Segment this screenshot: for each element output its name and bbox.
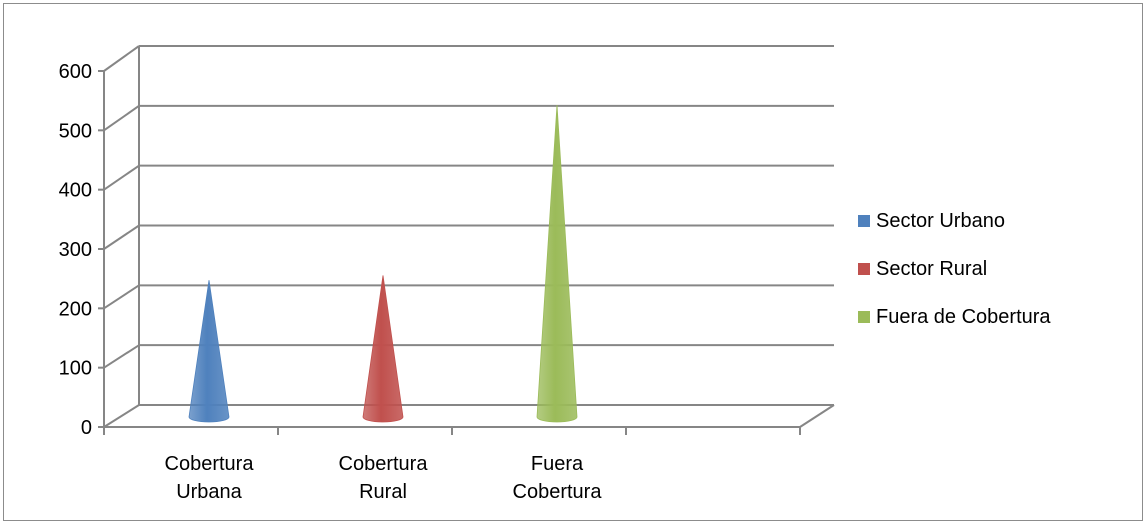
y-tick-label: 200: [59, 298, 92, 320]
legend: Sector Urbano Sector Rural Fuera de Cobert…: [858, 210, 1051, 328]
x-category-label: Cobertura: [513, 481, 603, 503]
gridline-side: [103, 164, 140, 191]
gridline-side: [103, 284, 140, 310]
legend-swatch: [858, 263, 870, 275]
y-tick-label: 100: [59, 358, 92, 380]
legend-label: Fuera de Cobertura: [876, 306, 1051, 328]
y-tick-label: 400: [59, 180, 92, 202]
legend-label: Sector Urbano: [876, 210, 1005, 232]
cone-fuera-de-cobertura: [536, 104, 578, 423]
cone-sector-urbano: [188, 280, 230, 423]
legend-label: Sector Rural: [876, 258, 987, 280]
y-axis-ticks: 0 100 200 300 400 500 600: [59, 61, 104, 439]
legend-swatch: [858, 215, 870, 227]
gridline-side: [103, 105, 140, 132]
x-category-label: Fuera: [531, 453, 584, 475]
x-axis: Cobertura Urbana Cobertura Rural Fuera Cobert…: [103, 404, 835, 503]
x-category-label: Urbana: [176, 481, 242, 503]
y-tick-label: 500: [59, 120, 92, 142]
gridline-side: [103, 404, 140, 428]
gridline-side: [103, 45, 140, 72]
x-category-label: Rural: [359, 481, 407, 503]
y-tick-label: 600: [59, 61, 92, 83]
cone-marks: [188, 104, 578, 423]
chart-frame: [3, 3, 1143, 521]
cone-sector-rural: [362, 275, 404, 423]
gridlines: [103, 45, 834, 428]
x-category-label: Cobertura: [339, 453, 429, 475]
x-category-label: Cobertura: [165, 453, 255, 475]
gridline-side: [103, 224, 140, 250]
legend-swatch: [858, 311, 870, 323]
y-tick-label: 0: [81, 417, 92, 439]
gridline-side: [103, 344, 140, 369]
floor-right-edge: [799, 404, 835, 428]
y-tick-label: 300: [59, 239, 92, 261]
